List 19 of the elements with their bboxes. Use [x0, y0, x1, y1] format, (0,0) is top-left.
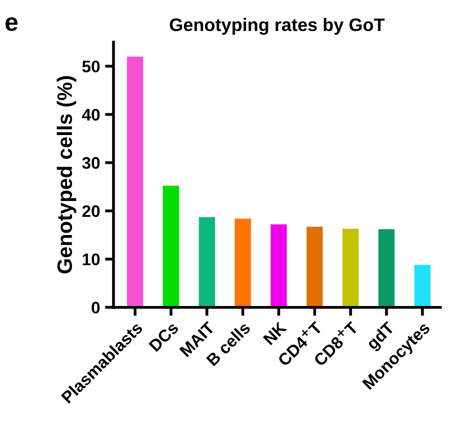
- chart-title: Genotyping rates by GoT: [170, 18, 385, 35]
- x-tick-label: DCs: [148, 321, 180, 352]
- bar: [198, 217, 215, 308]
- bar: [126, 56, 144, 308]
- y-axis-title: Genotyped cells (%): [56, 76, 76, 274]
- bar: [270, 224, 287, 308]
- bar: [162, 186, 180, 308]
- y-tick-label: 50: [82, 60, 100, 72]
- y-tick-label: 30: [82, 157, 100, 169]
- bar: [342, 228, 359, 308]
- text: e: [6, 17, 18, 31]
- y-tick-label: 20: [82, 205, 100, 218]
- bar: [378, 229, 395, 308]
- y-tick-label: 40: [82, 108, 100, 121]
- bar: [414, 264, 430, 308]
- bar: [234, 218, 251, 308]
- bar: [306, 226, 323, 308]
- y-tick-label: 10: [82, 254, 100, 266]
- y-tick-label: 0: [92, 302, 100, 314]
